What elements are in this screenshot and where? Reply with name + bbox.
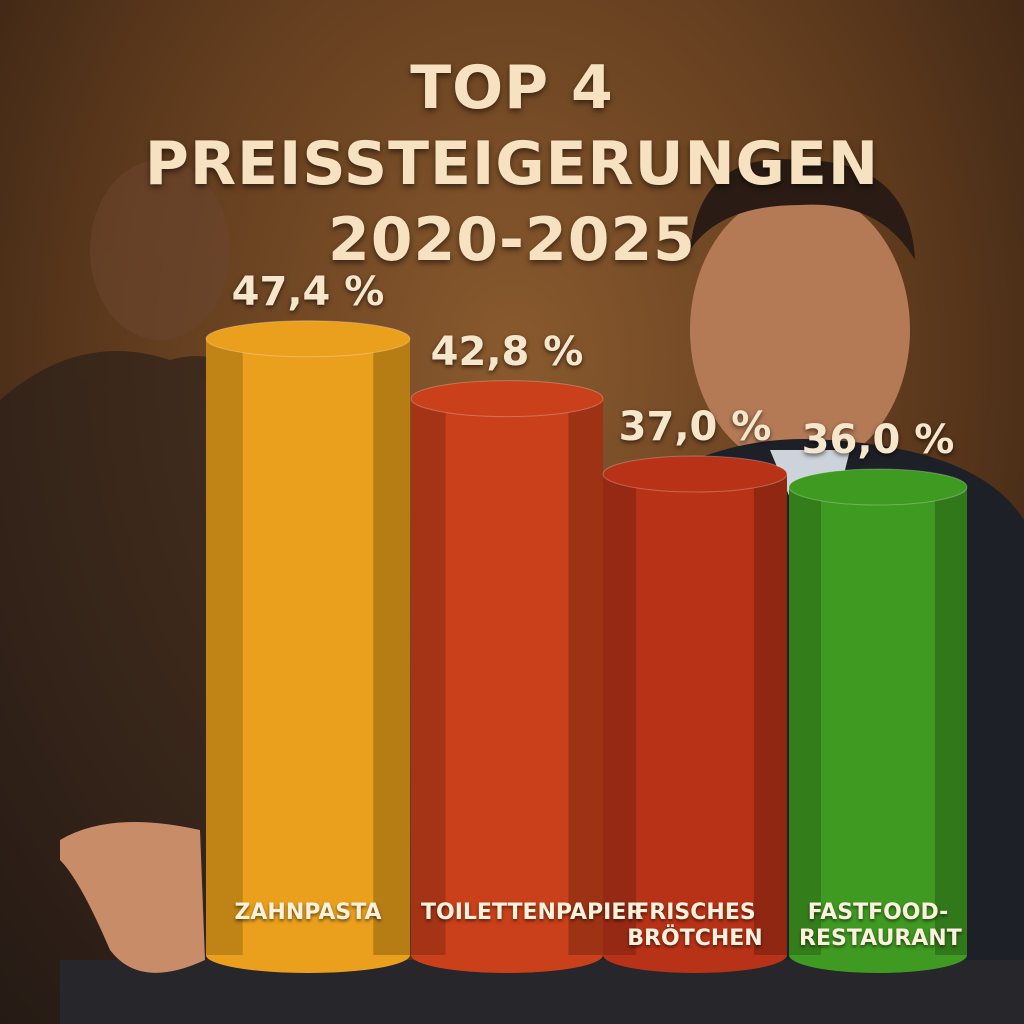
bar-top	[788, 468, 968, 506]
value-label: 36,0 %	[801, 417, 955, 463]
category-label: FRISCHES BRÖTCHEN	[627, 900, 763, 951]
value-label: 37,0 %	[618, 404, 772, 450]
chart-title: TOP 4 PREISSTEIGERUNGEN 2020-2025	[144, 53, 880, 275]
bar-top	[205, 320, 411, 358]
bar-shade	[373, 338, 410, 955]
bar-shade	[753, 474, 787, 955]
bar-shade	[789, 487, 822, 955]
hand	[60, 822, 205, 973]
bar	[411, 398, 603, 956]
bar-top	[602, 455, 788, 493]
bar	[789, 487, 967, 955]
category-label: ZAHNPASTA	[234, 900, 382, 925]
value-label: 42,8 %	[430, 328, 584, 375]
category-label: FASTFOOD-RESTAURANT	[799, 900, 962, 951]
bar	[206, 338, 410, 955]
bar-shade	[603, 474, 637, 955]
bar-shade	[206, 338, 243, 955]
value-label: 47,4 %	[231, 268, 385, 315]
bar-top	[410, 380, 604, 418]
bar-shade	[934, 487, 967, 955]
bar	[603, 474, 787, 955]
category-label: TOILETTENPAPIER	[421, 900, 644, 925]
bar-shade	[568, 398, 603, 956]
bar-shade	[411, 398, 446, 956]
